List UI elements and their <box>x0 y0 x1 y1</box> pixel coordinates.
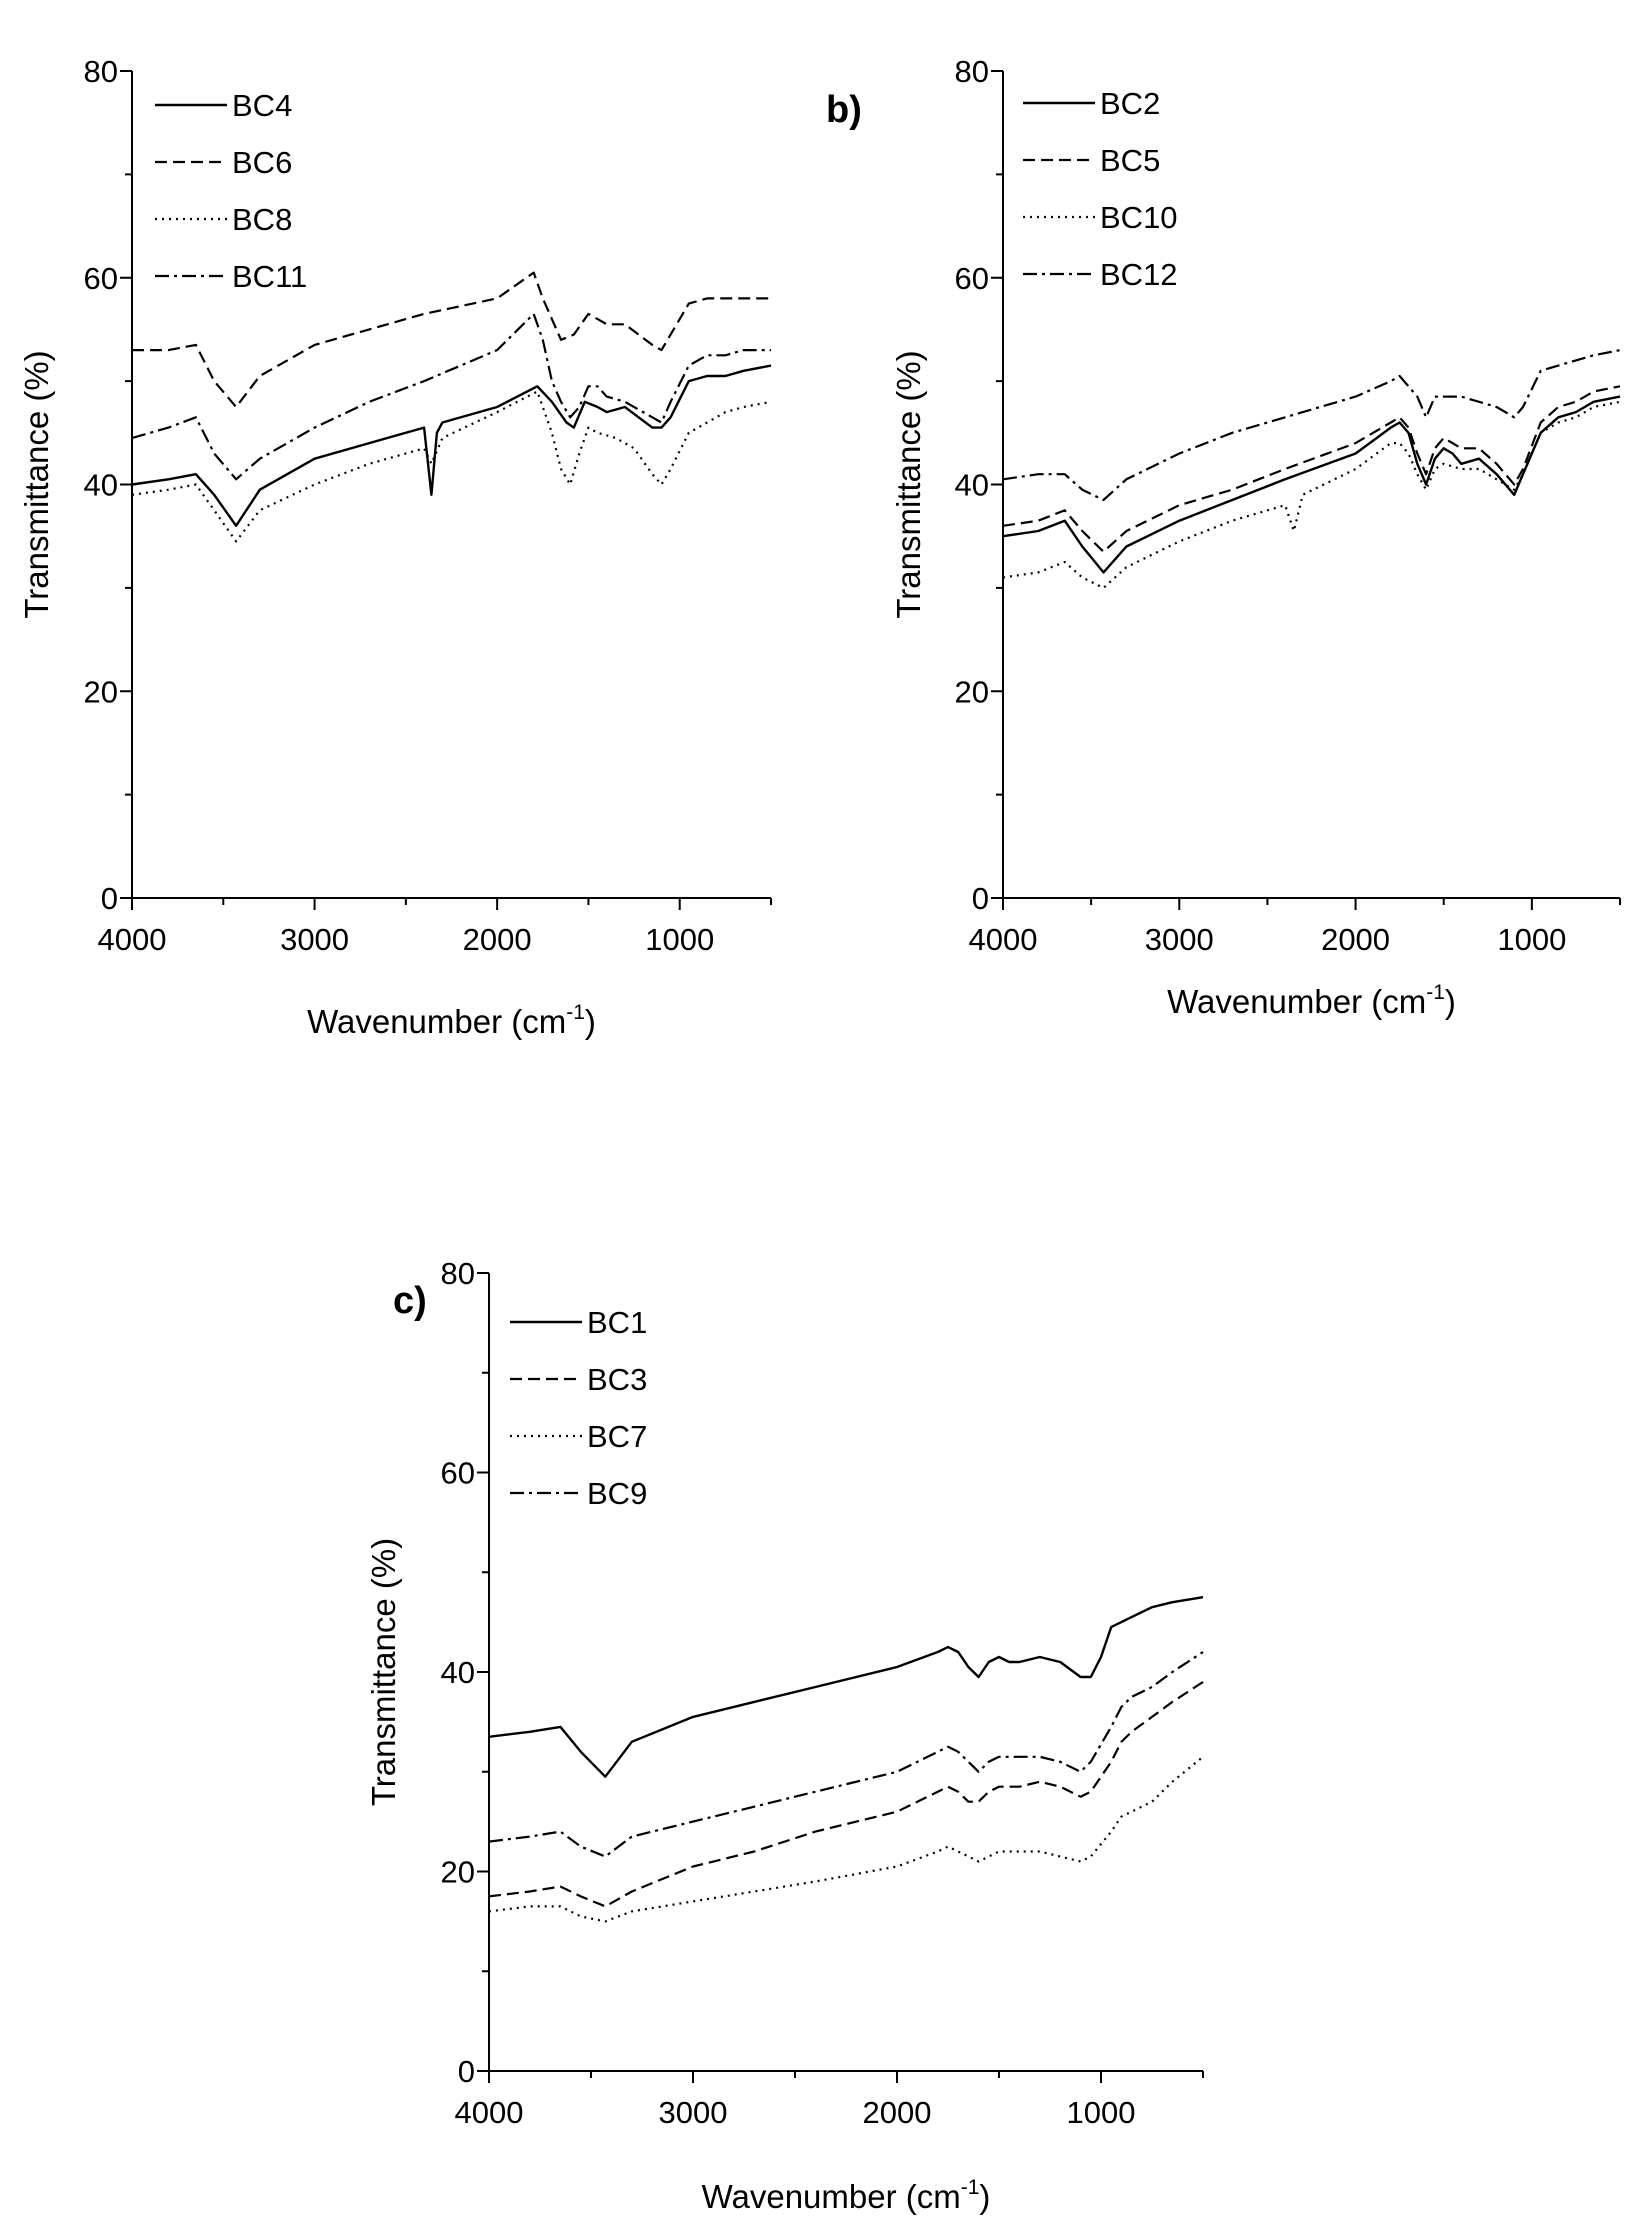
series-line-bc3 <box>488 1681 1204 1908</box>
chart-panel-c: 0 20 40 60 80 4000 3000 2000 1000 Transmittance (… <box>365 1256 1204 2215</box>
x-tick-label: 2000 <box>863 2095 932 2130</box>
x-axis-title: Wavenumber (cm-1) <box>702 2176 991 2215</box>
series-line-bc12 <box>1002 349 1621 502</box>
y-tick-label: 0 <box>101 881 118 916</box>
legend-label: BC10 <box>1100 200 1178 235</box>
x-tick-label: 1000 <box>645 922 714 957</box>
y-tick-label: 80 <box>441 1256 475 1291</box>
series-line-bc5 <box>1002 385 1621 553</box>
y-tick-label: 60 <box>441 1456 475 1491</box>
legend-label: BC2 <box>1100 86 1160 121</box>
x-tick-label: 3000 <box>280 922 349 957</box>
legend-label: BC1 <box>587 1305 647 1340</box>
legend-label: BC6 <box>232 145 292 180</box>
y-tick-label: 40 <box>441 1655 475 1690</box>
x-tick-label: 1000 <box>1497 922 1566 957</box>
x-axis-title: Wavenumber (cm-1) <box>1167 981 1456 1020</box>
series-line-bc2 <box>1002 395 1621 574</box>
x-axis-title-superscript: -1 <box>1426 981 1445 1004</box>
panel-label: c) <box>393 1280 427 1322</box>
x-axis-title-end: ) <box>979 2178 990 2215</box>
panel-label: b) <box>826 89 862 131</box>
y-tick-label: 20 <box>955 674 989 709</box>
legend-label: BC4 <box>232 88 292 123</box>
legend-label: BC3 <box>587 1362 647 1397</box>
y-tick-label: 0 <box>458 2054 475 2089</box>
y-tick-label: 0 <box>972 881 989 916</box>
x-axis-title-end: ) <box>585 1003 596 1040</box>
series-line-bc1 <box>488 1596 1204 1778</box>
x-tick-label: 3000 <box>1145 922 1214 957</box>
y-axis-title: Transmittance (%) <box>365 1538 402 1806</box>
x-tick-label: 2000 <box>1321 922 1390 957</box>
y-tick-label: 80 <box>84 54 118 89</box>
x-axis-title-main: Wavenumber (cm <box>307 1003 566 1040</box>
legend-label: BC8 <box>232 202 292 237</box>
series-line-bc7 <box>488 1755 1204 1923</box>
x-tick-label: 4000 <box>98 922 167 957</box>
x-axis-title-main: Wavenumber (cm <box>702 2178 961 2215</box>
series-line-bc6 <box>132 271 771 409</box>
y-tick-label: 60 <box>84 261 118 296</box>
chart-panel-a: 0 20 40 60 80 4000 3000 2000 1000 Transmittance (… <box>18 54 772 1040</box>
x-tick-label: 4000 <box>455 2095 524 2130</box>
y-tick-label: 60 <box>955 261 989 296</box>
y-axis-title: Transmittance (%) <box>18 350 55 618</box>
series-line-bc4 <box>131 364 772 527</box>
series-line-bc10 <box>1002 400 1621 590</box>
x-tick-label: 2000 <box>463 922 532 957</box>
x-tick-label: 3000 <box>659 2095 728 2130</box>
x-axis-title-end: ) <box>1445 983 1456 1020</box>
series-line-bc11 <box>131 312 771 481</box>
y-tick-label: 20 <box>441 1855 475 1890</box>
chart-panel-b: 0 20 40 60 80 4000 3000 2000 1000 Transmittance (… <box>826 54 1621 1020</box>
y-tick-label: 80 <box>955 54 989 89</box>
legend-label: BC12 <box>1100 257 1178 292</box>
legend-label: BC7 <box>587 1419 647 1454</box>
y-tick-label: 20 <box>84 674 118 709</box>
legend-label: BC9 <box>587 1476 647 1511</box>
y-axis-title: Transmittance (%) <box>890 350 927 618</box>
x-axis-title-main: Wavenumber (cm <box>1167 983 1426 1020</box>
legend-label: BC5 <box>1100 143 1160 178</box>
y-tick-label: 40 <box>955 468 989 503</box>
x-axis-title-superscript: -1 <box>961 2176 980 2199</box>
x-tick-label: 4000 <box>969 922 1038 957</box>
series-line-bc9 <box>488 1651 1204 1858</box>
x-tick-label: 1000 <box>1067 2095 1136 2130</box>
legend-label: BC11 <box>232 259 307 294</box>
x-axis-title-superscript: -1 <box>566 1001 585 1024</box>
series-line-bc8 <box>131 390 772 543</box>
x-axis-title: Wavenumber (cm-1) <box>307 1001 596 1040</box>
y-tick-label: 40 <box>84 468 118 503</box>
